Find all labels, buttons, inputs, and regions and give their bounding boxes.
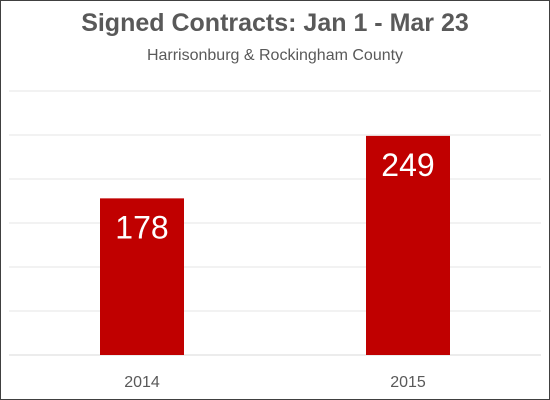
bar-2014 [100, 198, 184, 355]
bar-2015 [366, 135, 450, 355]
data-label-2014: 178 [115, 209, 168, 245]
x-tick-label-2015: 2015 [390, 374, 426, 391]
chart-title: Signed Contracts: Jan 1 - Mar 23 [81, 9, 469, 37]
data-label-2015: 249 [381, 147, 434, 183]
chart-subtitle: Harrisonburg & Rockingham County [146, 47, 404, 64]
x-tick-label-2014: 2014 [124, 374, 160, 391]
